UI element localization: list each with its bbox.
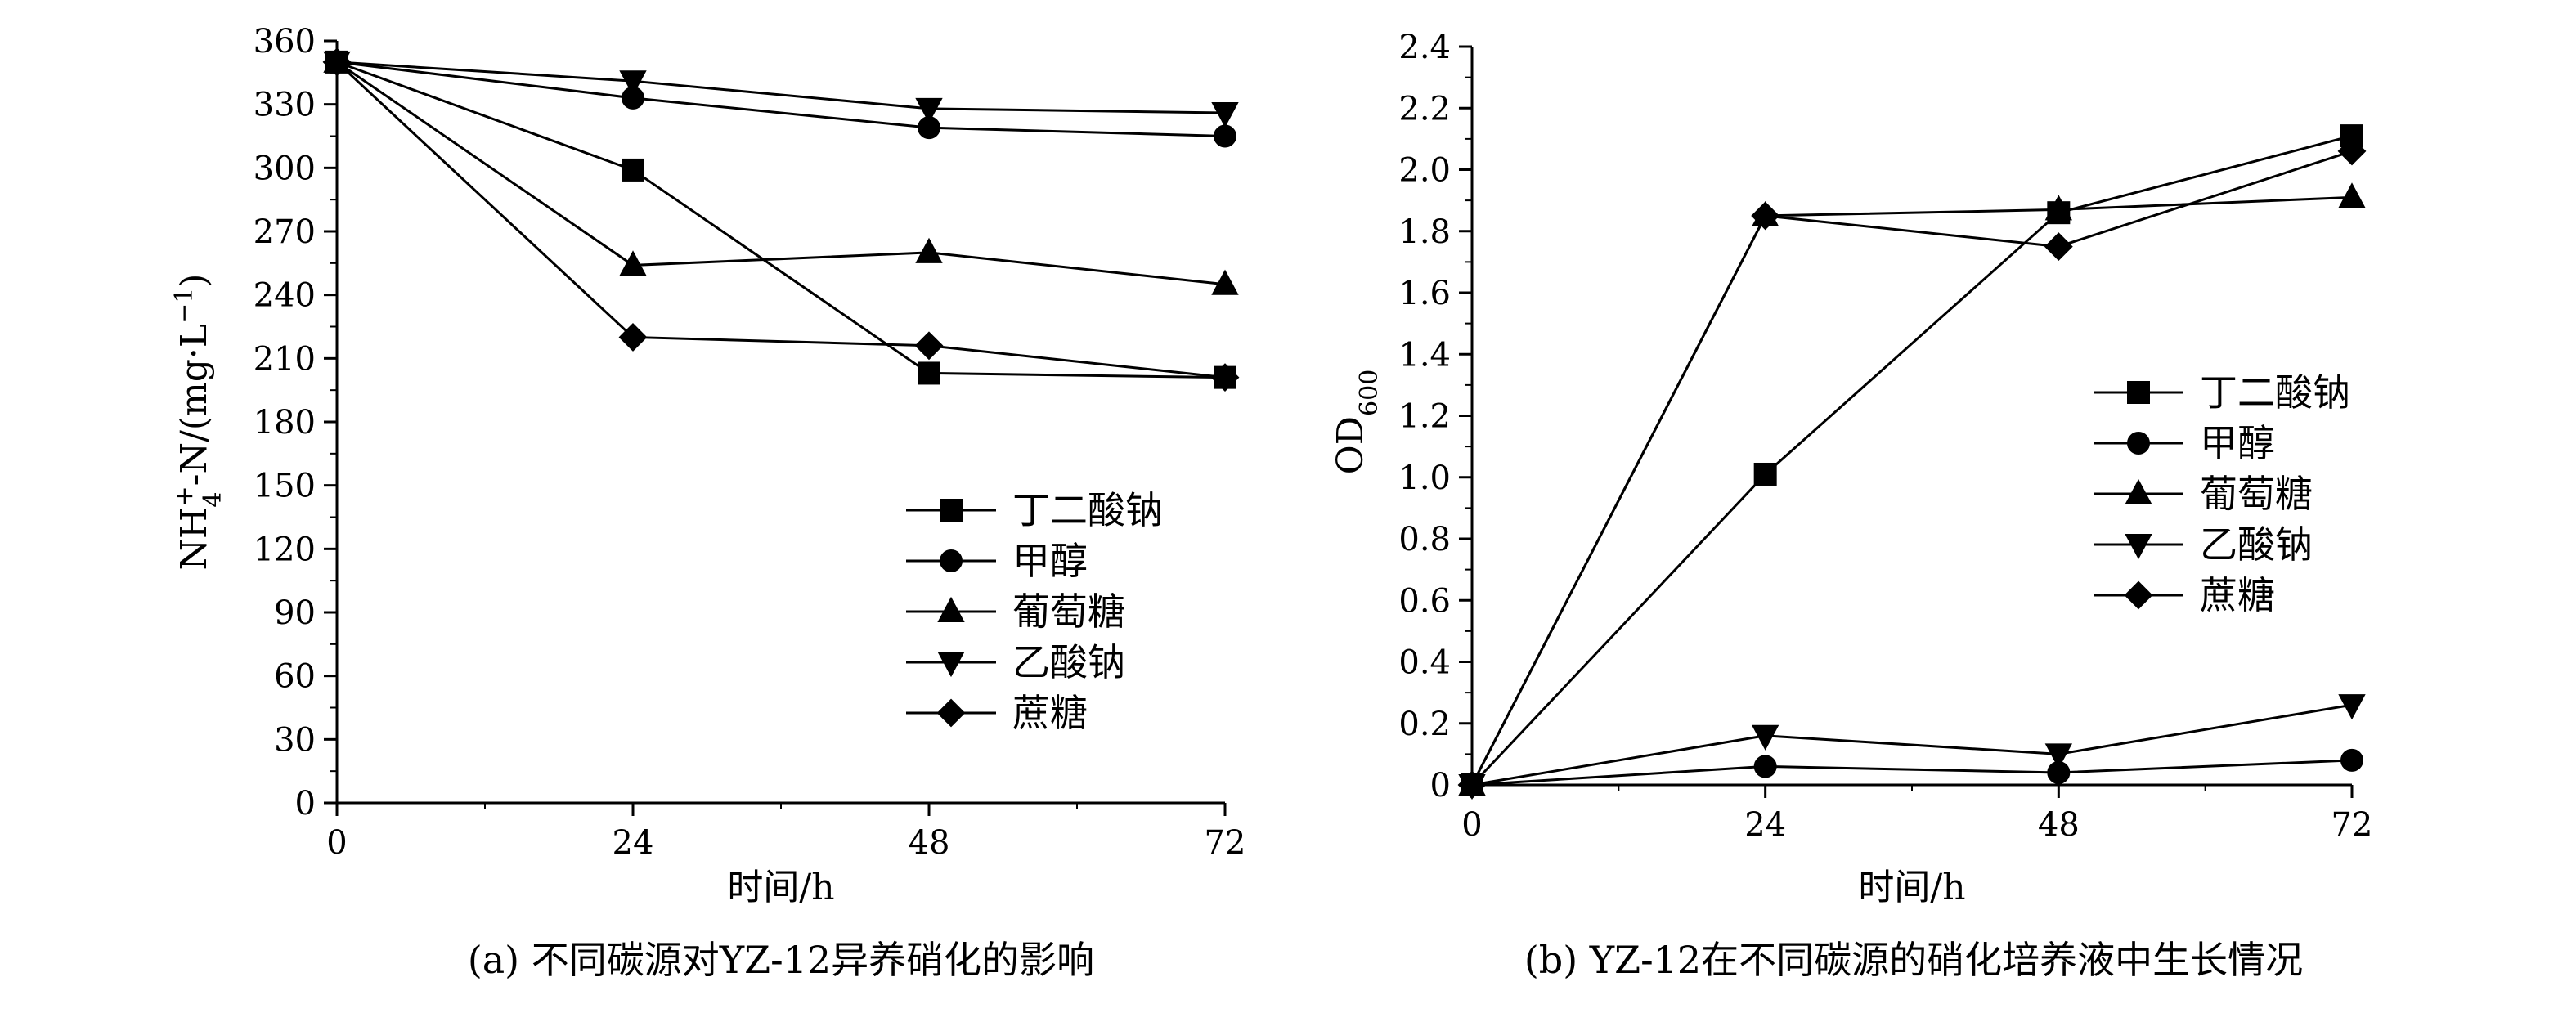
- data-point-s1-3: [1214, 124, 1236, 148]
- data-point-s2-3: [2338, 182, 2366, 208]
- data-point-s0-1: [1753, 462, 1777, 486]
- y-tick-label: 270: [254, 213, 316, 251]
- series-line-4: [335, 61, 1226, 379]
- data-point-s3-3: [2338, 694, 2366, 720]
- legend-label: 丁二酸钠: [2200, 370, 2350, 415]
- y-tick-label: 1.4: [1398, 336, 1451, 374]
- legend-label: 葡萄糖: [2200, 472, 2313, 516]
- data-point-s4-0: [322, 47, 352, 77]
- data-point-s2-2: [2044, 195, 2073, 221]
- series-line-3: [1471, 703, 2353, 787]
- legend-label: 葡萄糖: [1012, 589, 1125, 634]
- x-tick-label: 48: [2038, 806, 2080, 844]
- y-tick-label: 90: [274, 594, 316, 632]
- data-point-s4-2: [914, 331, 944, 361]
- data-point-s1-1: [1753, 755, 1777, 778]
- legend-label: 丁二酸钠: [1012, 488, 1163, 532]
- y-tick-label: 0: [295, 785, 316, 823]
- chart-b: 0 0.2 0.4 0.6 0.8 1.0 1.2 1.4 1.6 1.8 2.0 2.2 2.4 0 24…: [1330, 29, 2372, 982]
- data-point-s0-2: [918, 361, 940, 385]
- data-point-s4-1: [618, 323, 648, 352]
- chart-caption: (b) YZ-12在不同碳源的硝化培养液中生长情况: [1524, 938, 2303, 982]
- legend-marker: [937, 596, 965, 622]
- legend-marker: [2124, 580, 2153, 610]
- y-tick-label: 2.2: [1398, 90, 1451, 128]
- data-point-s2-2: [915, 237, 943, 263]
- series-line-2: [336, 61, 1226, 286]
- legend-label: 乙酸钠: [1012, 640, 1125, 684]
- y-tick-label: 360: [254, 23, 316, 61]
- y-tick-label: 60: [274, 658, 316, 696]
- y-tick-label: 2.4: [1398, 29, 1451, 66]
- legend-marker: [2125, 478, 2152, 504]
- legend-marker: [936, 698, 966, 728]
- y-tick-label: 0.8: [1398, 521, 1451, 558]
- y-tick-label: 120: [254, 531, 316, 568]
- series-line-3: [336, 61, 1226, 114]
- y-tick-label: 0.4: [1398, 644, 1451, 682]
- data-point-s3-1: [619, 70, 647, 96]
- data-point-s3-1: [1751, 724, 1779, 751]
- legend-label: 蔗糖: [2200, 573, 2275, 617]
- y-tick-label: 1.8: [1398, 213, 1451, 251]
- series-line-1: [336, 61, 1226, 137]
- chart-a: 0 30 60 90 120 150 180 210 240 270 300 330 360 0 24 48 7…: [170, 23, 1246, 982]
- legend-marker: [2127, 432, 2150, 455]
- series-line-0: [1470, 134, 2353, 787]
- data-point-s4-0: [1457, 770, 1487, 800]
- chart-caption: (a) 不同碳源对YZ-12异养硝化的影响: [468, 938, 1094, 982]
- y-tick-label: 150: [254, 468, 316, 505]
- series-line-1: [1471, 759, 2353, 787]
- data-point-s3-2: [2044, 743, 2073, 769]
- data-point-s4-1: [1751, 201, 1780, 231]
- legend-marker: [2127, 381, 2150, 404]
- series-line-4: [1470, 150, 2353, 786]
- data-point-s3-2: [915, 97, 943, 123]
- legend-marker: [940, 549, 963, 572]
- legend-label: 甲醇: [1012, 539, 1088, 583]
- series-line-0: [336, 61, 1226, 379]
- data-point-s2-3: [1211, 269, 1239, 295]
- y-tick-label: 30: [274, 721, 316, 759]
- legend-label: 蔗糖: [1012, 691, 1088, 735]
- x-axis-label: 时间/h: [727, 867, 834, 908]
- data-point-s3-3: [1211, 102, 1239, 128]
- y-tick-label: 300: [254, 150, 316, 187]
- x-tick-label: 72: [2331, 806, 2373, 844]
- x-tick-label: 48: [909, 824, 950, 862]
- x-axis-label: 时间/h: [1858, 867, 1965, 908]
- y-tick-label: 180: [254, 404, 316, 442]
- data-point-s4-3: [1210, 363, 1240, 392]
- y-tick-label: 1.2: [1398, 398, 1451, 436]
- data-point-s2-1: [619, 250, 647, 276]
- y-tick-label: 330: [254, 87, 316, 124]
- y-tick-label: 0.2: [1398, 706, 1451, 743]
- legend-marker: [940, 499, 963, 522]
- y-axis-label: NH4+-N/(mg·L−1): [170, 274, 227, 571]
- data-point-s1-3: [2340, 748, 2363, 772]
- y-tick-label: 0: [1430, 767, 1451, 805]
- x-tick-label: 72: [1205, 824, 1246, 862]
- y-axis-label: OD600: [1330, 370, 1384, 475]
- x-tick-label: 24: [613, 824, 654, 862]
- y-tick-label: 2.0: [1398, 152, 1451, 190]
- x-tick-label: 24: [1744, 806, 1786, 844]
- data-point-s0-1: [622, 158, 644, 182]
- y-tick-label: 1.0: [1398, 459, 1451, 497]
- y-tick-label: 210: [254, 340, 316, 378]
- legend-label: 乙酸钠: [2200, 522, 2313, 567]
- data-point-s4-2: [2044, 232, 2073, 261]
- y-tick-label: 0.6: [1398, 582, 1451, 620]
- y-tick-label: 240: [254, 277, 316, 315]
- legend-marker: [937, 652, 965, 678]
- x-tick-label: 0: [326, 824, 347, 862]
- y-tick-label: 1.6: [1398, 275, 1451, 312]
- legend-marker: [2125, 534, 2152, 560]
- x-tick-label: 0: [1461, 806, 1482, 844]
- data-point-s4-3: [2337, 137, 2367, 166]
- legend-label: 甲醇: [2200, 421, 2275, 465]
